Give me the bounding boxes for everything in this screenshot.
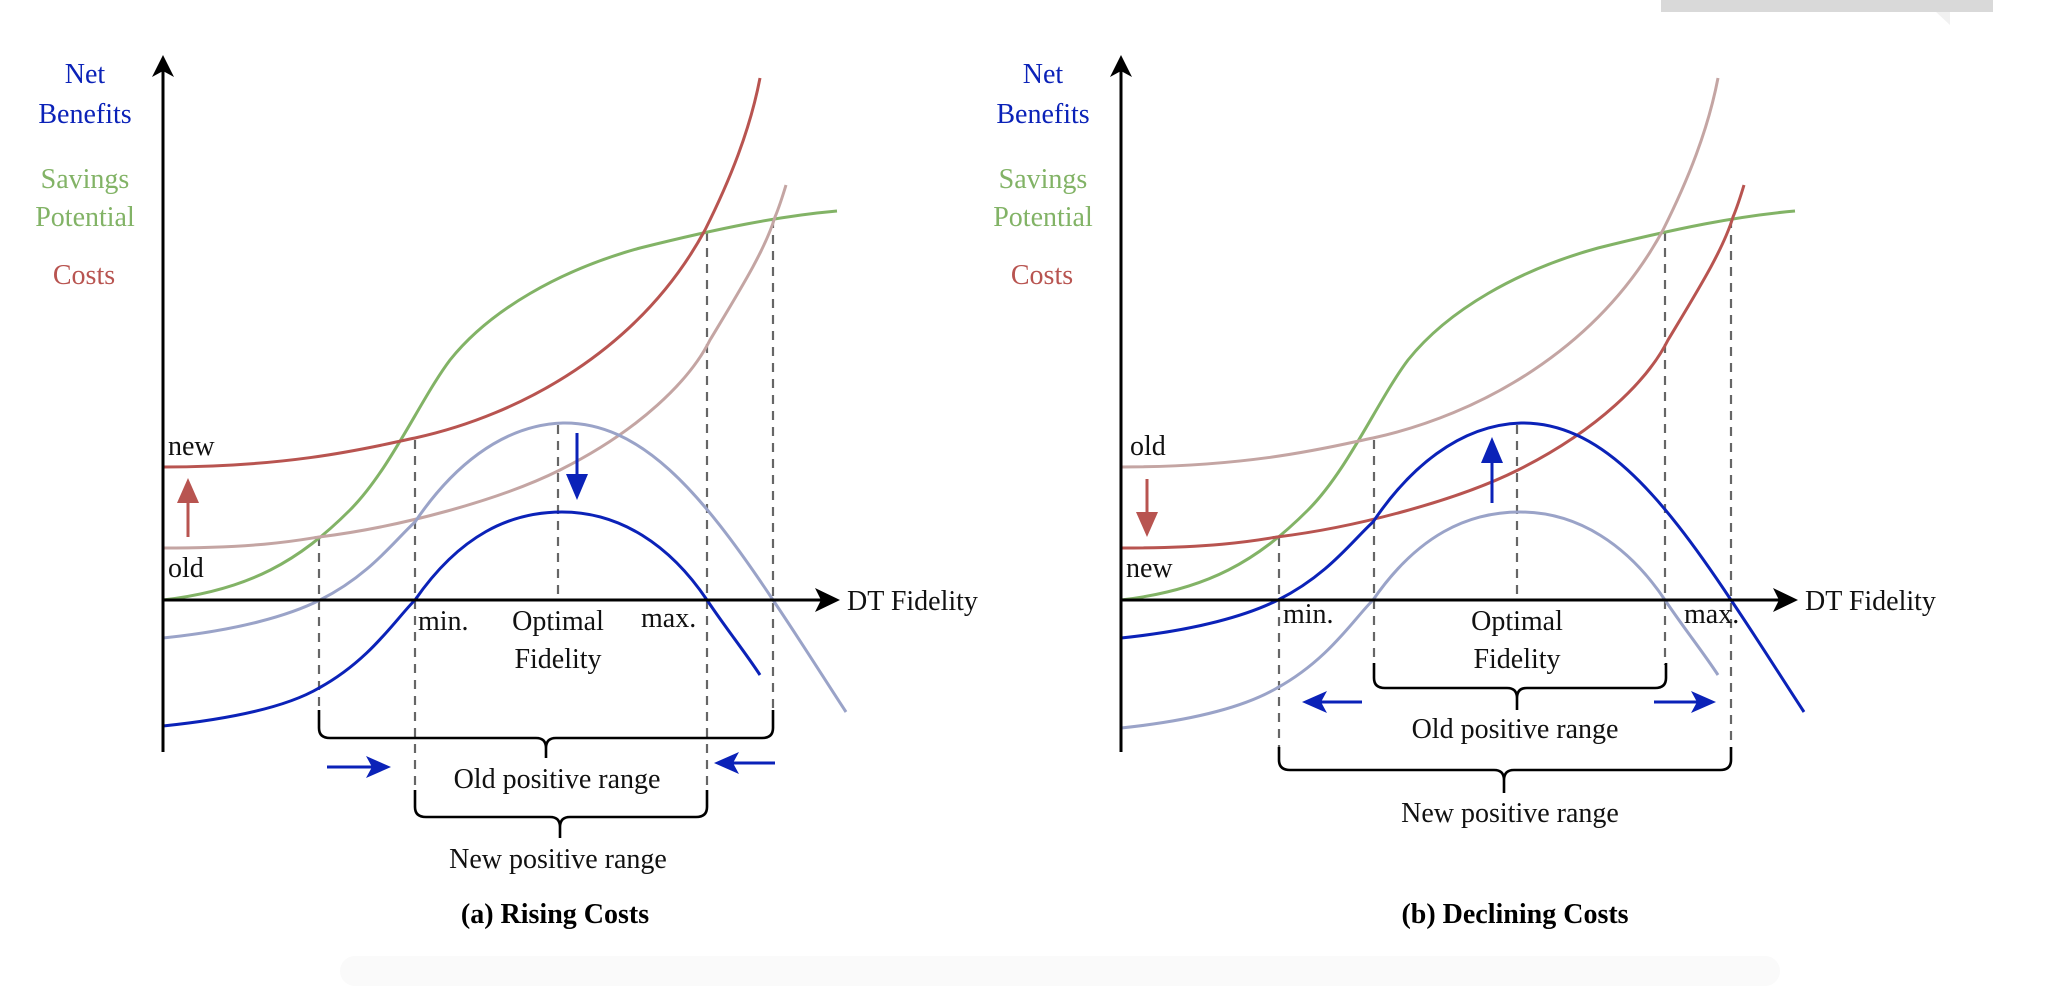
y-label-savings-line1: Savings [41,164,130,195]
range-shrink-right-arrow-icon [327,756,391,778]
marker-optimal-line1: Optimal [1471,606,1563,637]
caption-declining-costs: (b) Declining Costs [1401,899,1628,930]
bracket-old-range [317,710,775,758]
curve-savings-potential [162,209,838,602]
curve-costs-old [1120,77,1720,469]
range-expand-left-arrow-icon [1302,691,1362,713]
range-label-old: Old positive range [1412,714,1619,745]
y-label-net-benefits-line2: Benefits [38,99,131,130]
marker-min: min. [418,606,469,637]
cost-label-lower: old [168,553,204,584]
bracket-new-range [413,790,709,838]
curve-net-benefits-old [162,421,848,713]
y-axis-arrowhead-icon [1110,55,1132,77]
y-label-savings-line1: Savings [999,164,1088,195]
x-axis-arrowhead-icon [1773,588,1798,612]
bracket-new-range [1277,747,1733,793]
curve-net-benefits-new [1120,421,1806,713]
bracket-old-range [1372,663,1668,710]
marker-optimal-line2: Fidelity [514,644,601,675]
y-label-costs: Costs [53,260,115,291]
y-label-savings-line2: Potential [993,202,1093,233]
range-label-new: New positive range [1401,798,1619,829]
x-axis-label: DT Fidelity [847,586,978,617]
net-benefit-shift-up-arrow-icon [1481,437,1503,503]
range-shrink-left-arrow-icon [714,752,775,774]
y-label-net-benefits-line1: Net [1023,59,1064,90]
curve-costs-old [162,184,788,550]
marker-max: max. [1684,599,1739,630]
marker-max: max. [641,603,696,634]
x-axis-label: DT Fidelity [1805,586,1936,617]
curve-costs-new [162,77,762,469]
marker-min: min. [1283,599,1334,630]
range-expand-right-arrow-icon [1654,691,1716,713]
marker-optimal-line2: Fidelity [1473,644,1560,675]
cost-shift-up-arrow-icon [177,478,199,537]
caption-rising-costs: (a) Rising Costs [461,899,649,930]
panel-rising-costs: Net Benefits Savings Potential Costs [35,55,978,930]
y-axis-arrowhead-icon [152,55,174,77]
y-label-net-benefits-line2: Benefits [996,99,1089,130]
y-label-savings-line2: Potential [35,202,135,233]
panel-declining-costs: Net Benefits Savings Potential Costs [993,55,1936,930]
top-overlay-bar [1661,0,1993,12]
cost-label-lower: new [1126,553,1173,584]
curve-savings-potential [1120,209,1796,602]
range-label-old: Old positive range [454,764,661,795]
cost-shift-down-arrow-icon [1136,479,1158,537]
marker-optimal-line1: Optimal [512,606,604,637]
cost-label-upper: old [1130,431,1166,462]
curve-costs-new [1120,184,1746,550]
x-axis-arrowhead-icon [815,588,840,612]
range-label-new: New positive range [449,844,667,875]
y-label-costs: Costs [1011,260,1073,291]
dashed-guides-b [1277,219,1733,749]
net-benefit-shift-down-arrow-icon [566,433,588,500]
top-overlay-tab [1936,12,1950,25]
cost-label-upper: new [168,431,215,462]
y-label-net-benefits-line1: Net [65,59,106,90]
